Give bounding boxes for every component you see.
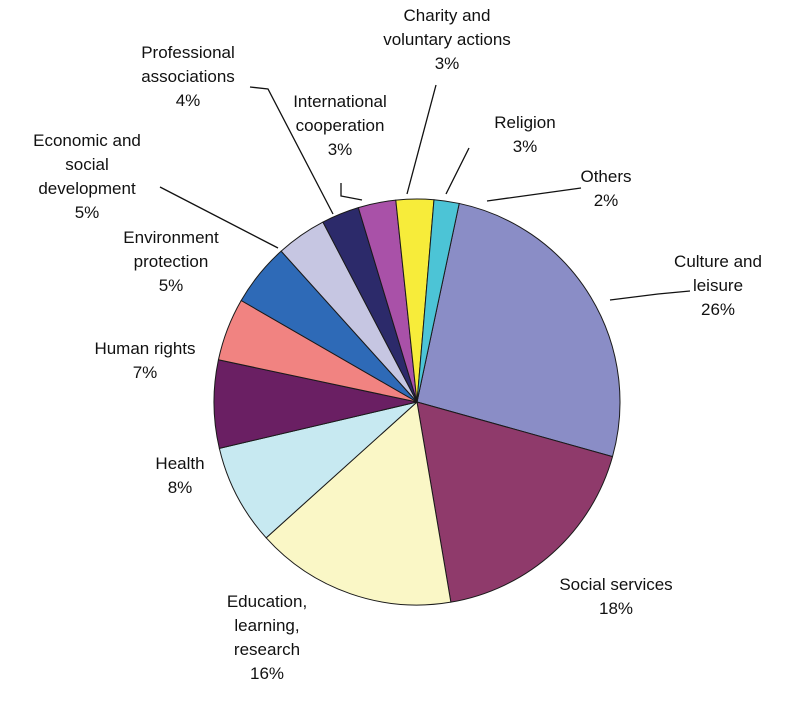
slice-label: Others 2% [580, 167, 631, 210]
slice-label-line: Others [580, 167, 631, 186]
pie-slice [416, 401, 614, 603]
slice-label-line: leisure [693, 276, 743, 295]
slice-percent: 26% [701, 300, 735, 319]
leader-line [609, 290, 691, 301]
slice-label: Health 8% [155, 454, 204, 497]
slice-label: International cooperation 3% [293, 92, 387, 159]
slice-label-line: Professional [141, 43, 235, 62]
leader-line [445, 147, 470, 195]
pie-slice [218, 401, 418, 539]
slice-label-line: protection [134, 252, 209, 271]
slice-label-line: development [38, 179, 136, 198]
slice-label-line: Education, [227, 592, 307, 611]
slice-percent: 5% [159, 276, 184, 295]
leader-line [406, 84, 437, 195]
slice-label-line: Religion [494, 113, 555, 132]
slice-label-line: voluntary actions [383, 30, 511, 49]
leader-line [249, 86, 334, 215]
slice-label-line: learning, [234, 616, 299, 635]
pie-slice [416, 199, 460, 403]
slice-label: Economic and social development 5% [33, 131, 141, 222]
slice-label: Charity and voluntary actions 3% [383, 6, 511, 73]
slice-label: Human rights 7% [94, 339, 195, 382]
slice-label-line: Environment [123, 228, 219, 247]
pie-slice [265, 401, 452, 606]
slice-percent: 3% [513, 137, 538, 156]
slice-label-line: Culture and [674, 252, 762, 271]
slice-percent: 3% [435, 54, 460, 73]
leader-line [340, 183, 363, 201]
leader-lines [159, 84, 691, 301]
slice-percent: 7% [133, 363, 158, 382]
slice-label-line: Economic and [33, 131, 141, 150]
slice-label: Religion 3% [494, 113, 555, 156]
slice-label-line: Charity and [404, 6, 491, 25]
slice-label-line: International [293, 92, 387, 111]
slice-percent: 18% [599, 599, 633, 618]
slice-label-line: social [65, 155, 108, 174]
slice-label-line: associations [141, 67, 235, 86]
pie-slices [213, 198, 621, 606]
slice-percent: 4% [176, 91, 201, 110]
slice-labels: Culture and leisure 26% Social services 18% E… [33, 6, 762, 683]
slice-percent: 8% [168, 478, 193, 497]
slice-label-line: Social services [559, 575, 672, 594]
leader-line [159, 186, 279, 249]
slice-label-line: Human rights [94, 339, 195, 358]
slice-label-line: research [234, 640, 300, 659]
slice-percent: 2% [594, 191, 619, 210]
slice-label: Culture and leisure 26% [674, 252, 762, 319]
slice-label-line: Health [155, 454, 204, 473]
slice-percent: 3% [328, 140, 353, 159]
pie-slice [416, 202, 621, 458]
slice-percent: 16% [250, 664, 284, 683]
slice-label: Environment protection 5% [123, 228, 219, 295]
slice-percent: 5% [75, 203, 100, 222]
slice-label: Professional associations 4% [141, 43, 235, 110]
slice-label-line: cooperation [296, 116, 385, 135]
slice-label: Social services 18% [559, 575, 672, 618]
leader-line [486, 187, 582, 202]
slice-label: Education, learning, research 16% [227, 592, 307, 683]
